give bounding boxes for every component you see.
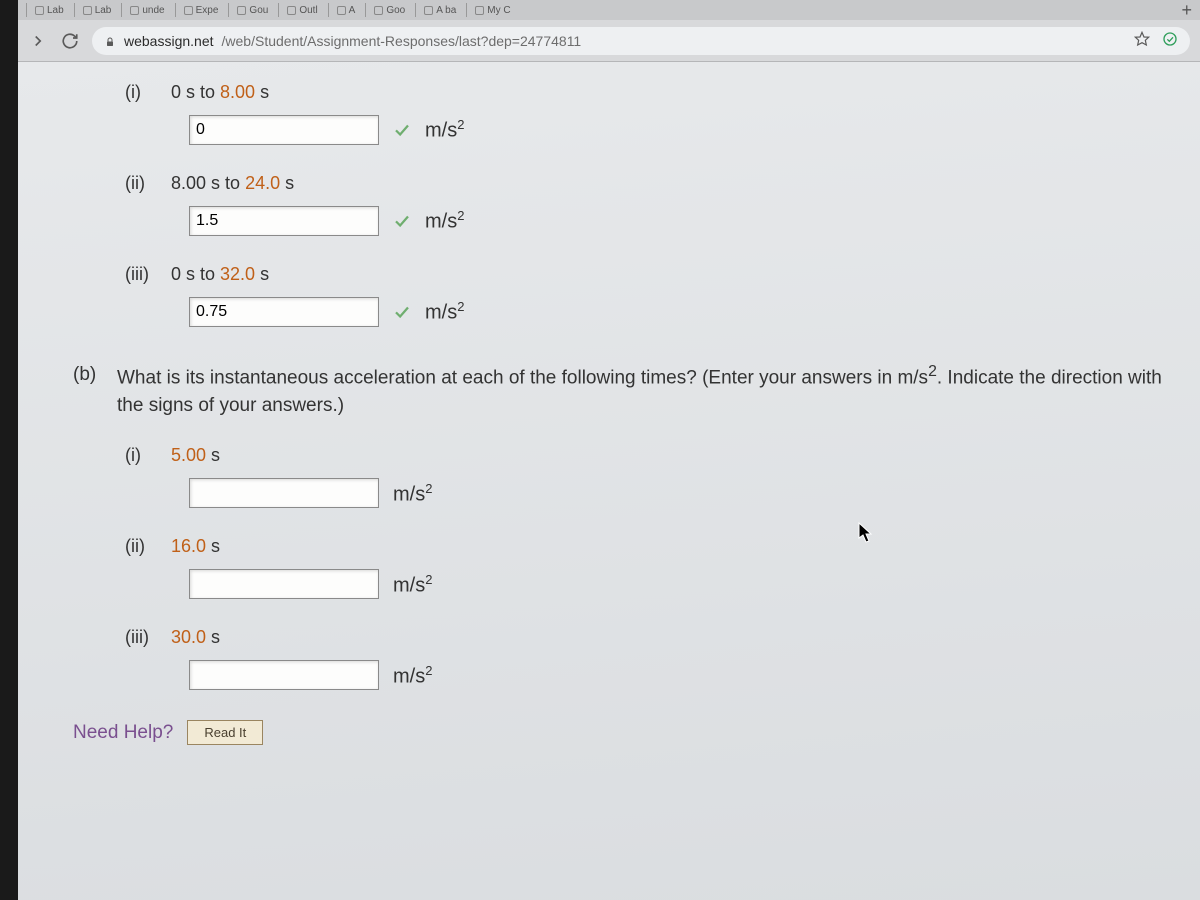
tab-label: Gou [249, 5, 268, 16]
item-time: 16.0 s [171, 536, 220, 557]
section-label: (b) [73, 361, 105, 419]
sub-item: (iii) 0 s to 32.0 s m/s2 [125, 264, 1190, 327]
tab[interactable]: Goo [365, 3, 405, 17]
answer-input[interactable] [189, 660, 379, 690]
item-numeral: (i) [125, 82, 159, 103]
unit-label: m/s2 [393, 572, 432, 598]
reload-icon[interactable] [60, 31, 80, 51]
unit-label: m/s2 [393, 663, 432, 689]
favicon [130, 6, 139, 15]
section-a: (i) 0 s to 8.00 s m/s2 (ii) 8.00 s to 24… [103, 82, 1190, 327]
answer-input[interactable] [189, 206, 379, 236]
unit-label: m/s2 [425, 117, 464, 143]
new-tab-icon[interactable]: + [1181, 0, 1192, 21]
answer-input[interactable] [189, 478, 379, 508]
unit-label: m/s2 [425, 208, 464, 234]
favicon [184, 6, 193, 15]
tab-label: unde [142, 5, 164, 16]
favicon [337, 6, 346, 15]
tab-label: Outl [299, 5, 317, 16]
check-icon [393, 121, 411, 139]
grammarly-icon[interactable] [1162, 31, 1178, 50]
sub-item: (i) 5.00 s m/s2 [125, 445, 1190, 508]
browser-window: Lab Lab unde Expe Gou Outl A Goo A ba My… [0, 0, 1200, 900]
tab[interactable]: unde [121, 3, 164, 17]
answer-input[interactable] [189, 115, 379, 145]
star-icon[interactable] [1134, 31, 1150, 50]
item-numeral: (iii) [125, 264, 159, 285]
url-host: webassign.net [124, 33, 214, 49]
item-numeral: (i) [125, 445, 159, 466]
tab[interactable]: A [328, 3, 356, 17]
check-icon [393, 212, 411, 230]
need-help-row: Need Help? Read It [73, 720, 1190, 745]
tab-label: A [349, 5, 356, 16]
tab-label: Goo [386, 5, 405, 16]
tab[interactable]: A ba [415, 3, 456, 17]
unit-label: m/s2 [425, 299, 464, 325]
forward-icon[interactable] [28, 31, 48, 51]
tab[interactable]: Lab [26, 3, 64, 17]
item-numeral: (ii) [125, 536, 159, 557]
need-help-label: Need Help? [73, 722, 173, 744]
tab[interactable]: My C [466, 3, 510, 17]
unit-label: m/s2 [393, 481, 432, 507]
read-it-button[interactable]: Read It [187, 720, 263, 745]
item-numeral: (ii) [125, 173, 159, 194]
question-text: What is its instantaneous acceleration a… [117, 361, 1190, 419]
check-icon [393, 303, 411, 321]
tab-label: My C [487, 5, 510, 16]
favicon [424, 6, 433, 15]
item-time: 30.0 s [171, 627, 220, 648]
favicon [374, 6, 383, 15]
answer-input[interactable] [189, 569, 379, 599]
answer-input[interactable] [189, 297, 379, 327]
section-b-items: (i) 5.00 s m/s2 (ii) 16.0 s m/s2 [103, 445, 1190, 690]
favicon [287, 6, 296, 15]
sub-item: (i) 0 s to 8.00 s m/s2 [125, 82, 1190, 145]
tab[interactable]: Expe [175, 3, 219, 17]
favicon [237, 6, 246, 15]
address-bar-row: webassign.net/web/Student/Assignment-Res… [18, 20, 1200, 62]
tab[interactable]: Outl [278, 3, 317, 17]
sub-item: (iii) 30.0 s m/s2 [125, 627, 1190, 690]
tab-label: A ba [436, 5, 456, 16]
sub-item: (ii) 8.00 s to 24.0 s m/s2 [125, 173, 1190, 236]
tab-strip: Lab Lab unde Expe Gou Outl A Goo A ba My… [18, 0, 1200, 20]
sub-item: (ii) 16.0 s m/s2 [125, 536, 1190, 599]
favicon [475, 6, 484, 15]
tab-label: Expe [196, 5, 219, 16]
page-content: (i) 0 s to 8.00 s m/s2 (ii) 8.00 s to 24… [18, 62, 1200, 900]
tab[interactable]: Lab [74, 3, 112, 17]
url-bar[interactable]: webassign.net/web/Student/Assignment-Res… [92, 27, 1190, 55]
item-range: 0 s to 8.00 s [171, 82, 269, 103]
favicon [35, 6, 44, 15]
section-b-header: (b) What is its instantaneous accelerati… [73, 361, 1190, 419]
lock-icon [104, 35, 116, 47]
item-range: 8.00 s to 24.0 s [171, 173, 294, 194]
tab[interactable]: Gou [228, 3, 268, 17]
favicon [83, 6, 92, 15]
tab-label: Lab [47, 5, 64, 16]
tab-label: Lab [95, 5, 112, 16]
item-numeral: (iii) [125, 627, 159, 648]
item-range: 0 s to 32.0 s [171, 264, 269, 285]
item-time: 5.00 s [171, 445, 220, 466]
url-path: /web/Student/Assignment-Responses/last?d… [222, 33, 582, 49]
